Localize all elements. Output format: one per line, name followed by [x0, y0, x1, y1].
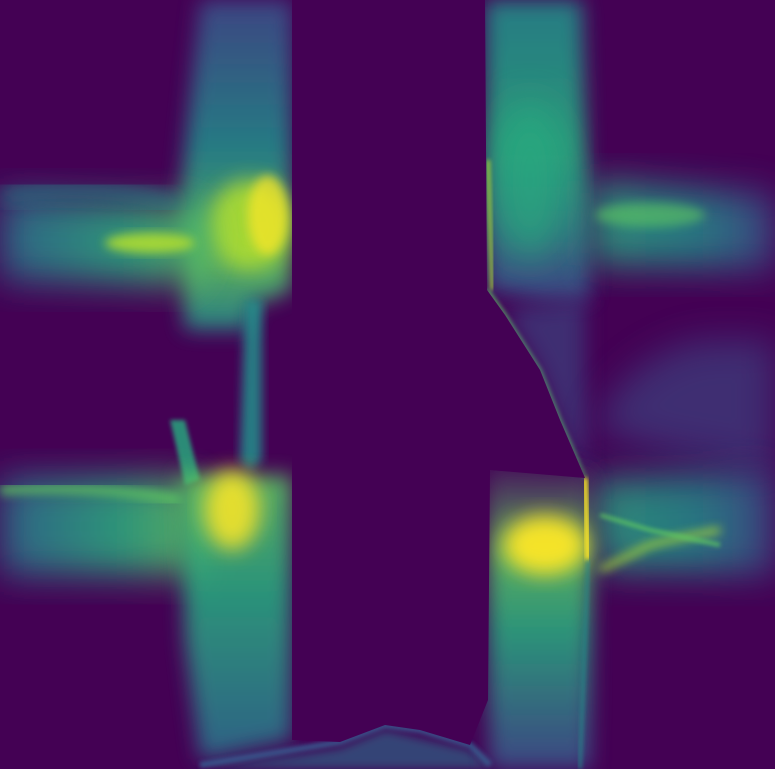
- right-horizontal-band-lower: [590, 470, 775, 575]
- left-horizontal-band-lower: [0, 478, 200, 575]
- left-vertical-band-upper: [178, 0, 292, 330]
- right-middle-shoulder: [595, 340, 775, 470]
- right-vertical-band-upper: [485, 0, 590, 300]
- right-horizontal-band-upper: [590, 180, 775, 270]
- central-channel: [292, 0, 585, 745]
- left-vertical-band-lower: [180, 470, 292, 760]
- left-horizontal-band-upper: [0, 182, 210, 285]
- left-vertical-neck: [170, 300, 262, 485]
- right-vertical-band-lower: [487, 460, 592, 769]
